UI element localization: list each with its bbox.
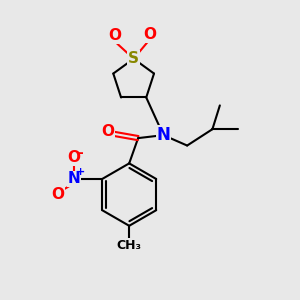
Text: -: - xyxy=(78,146,83,160)
Text: O: O xyxy=(143,27,157,42)
Text: S: S xyxy=(128,51,139,66)
Text: +: + xyxy=(76,167,85,177)
Text: O: O xyxy=(68,150,80,165)
Text: CH₃: CH₃ xyxy=(117,238,142,252)
Text: N: N xyxy=(156,126,170,144)
Text: N: N xyxy=(68,172,80,187)
Text: O: O xyxy=(51,187,64,202)
Text: O: O xyxy=(101,124,114,139)
Text: O: O xyxy=(108,28,121,44)
